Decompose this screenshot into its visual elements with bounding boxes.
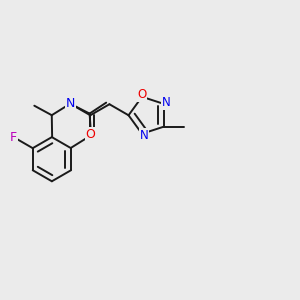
Text: N: N [162, 96, 170, 109]
Text: F: F [10, 130, 17, 144]
Text: N: N [140, 129, 148, 142]
Text: N: N [65, 97, 75, 110]
Text: O: O [137, 88, 147, 101]
Text: O: O [85, 128, 95, 140]
